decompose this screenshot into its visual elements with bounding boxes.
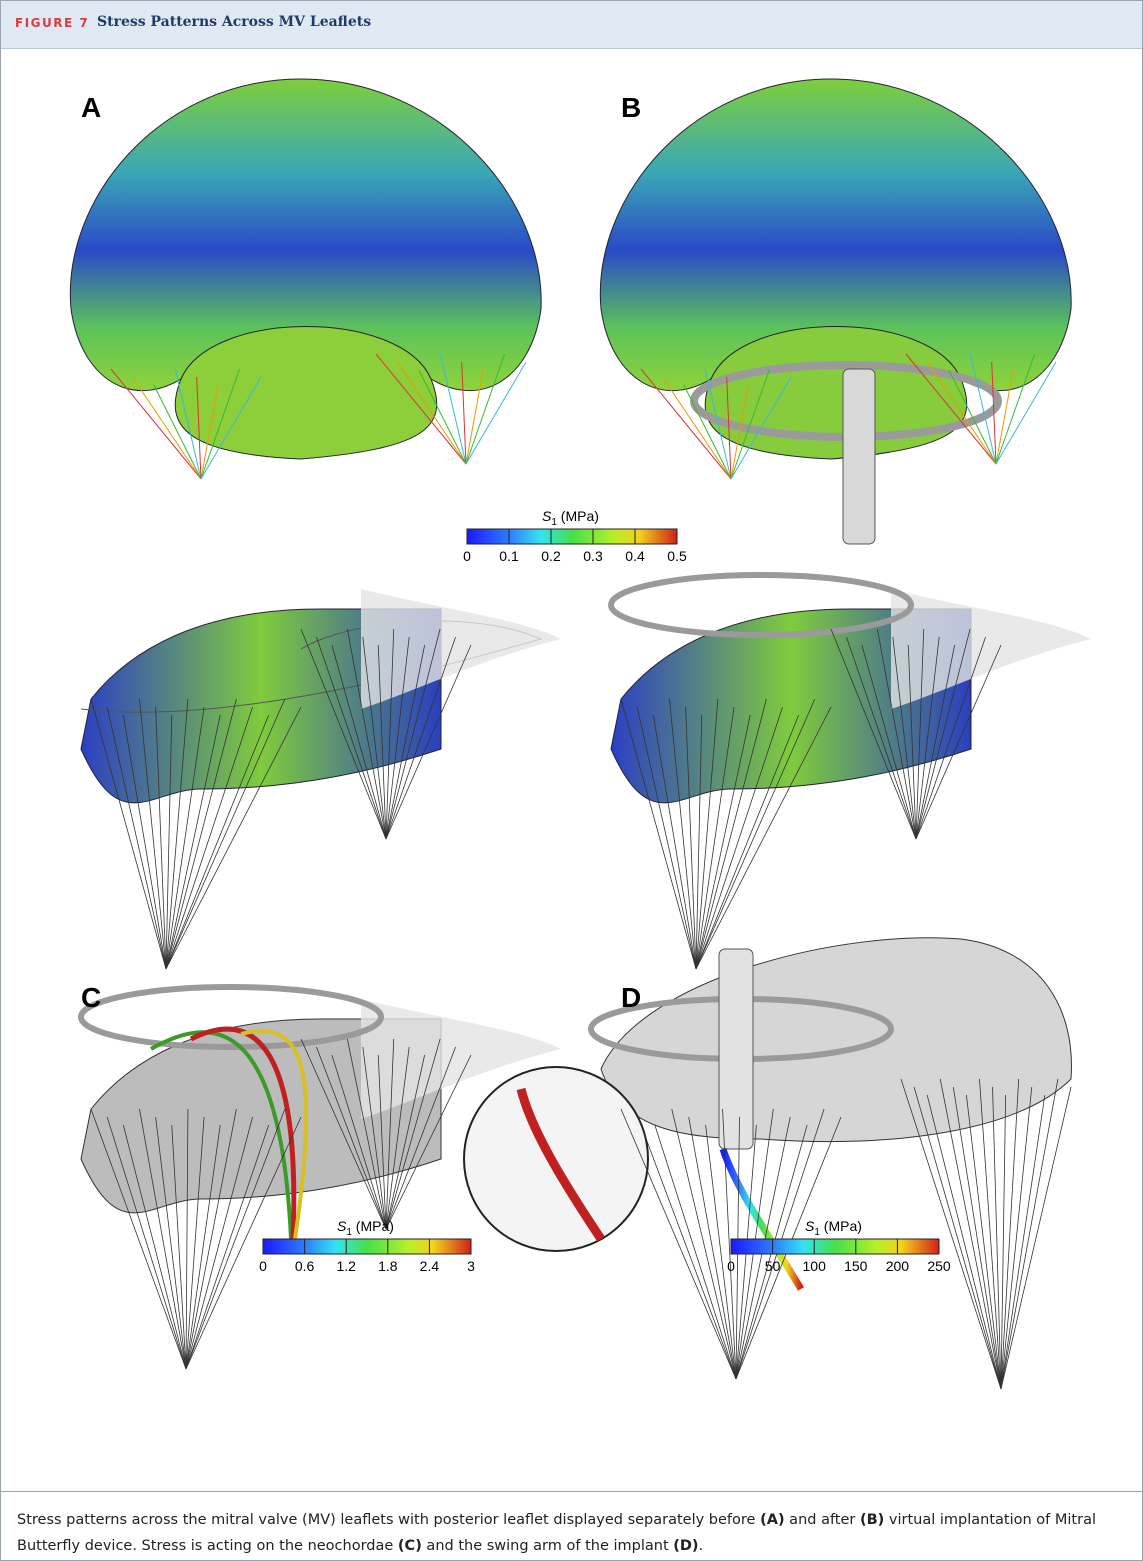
colorbar-tick-label: 0 xyxy=(727,1258,735,1274)
colorbar-tick-label: 200 xyxy=(886,1258,910,1274)
colorbar-title: S1 (MPa) xyxy=(542,508,599,528)
caption: Stress patterns across the mitral valve … xyxy=(17,1507,1117,1559)
colorbar-tick-label: 3 xyxy=(467,1258,475,1274)
colorbar-title: S1 (MPa) xyxy=(805,1218,862,1238)
caption-ref: (A) xyxy=(760,1512,784,1528)
leaflet-ghost xyxy=(891,589,1091,709)
panel-label: B xyxy=(621,92,641,123)
device-arm xyxy=(843,369,875,544)
caption-text: and after xyxy=(785,1512,860,1528)
colorbar-unit: (MPa) xyxy=(820,1218,862,1234)
colorbar-tick-label: 0.1 xyxy=(499,548,519,564)
figure-header: FIGURE 7 Stress Patterns Across MV Leafl… xyxy=(1,1,1142,49)
colorbar-tick-label: 150 xyxy=(844,1258,868,1274)
colorbar-tick-label: 0.4 xyxy=(625,548,645,564)
colorbar-tick-label: 250 xyxy=(927,1258,951,1274)
colorbar-tick-label: 0.3 xyxy=(583,548,603,564)
colorbar-tick-label: 0.6 xyxy=(295,1258,315,1274)
colorbar-tick-label: 0 xyxy=(463,548,471,564)
chorda xyxy=(638,1117,736,1379)
panel-label: C xyxy=(81,982,101,1013)
leaflet-ghost xyxy=(361,589,561,709)
colorbar-tick-label: 0.5 xyxy=(667,548,687,564)
caption-text: and the swing arm of the implant xyxy=(422,1538,673,1554)
colorbar xyxy=(467,529,677,544)
device-arm xyxy=(719,949,753,1149)
colorbar-tick-label: 2.4 xyxy=(420,1258,440,1274)
renderings xyxy=(70,79,1091,1389)
colorbar xyxy=(731,1239,939,1254)
leaflet-mesh xyxy=(601,938,1071,1142)
colorbar-tick-label: 1.8 xyxy=(378,1258,398,1274)
colorbar-tick-label: 0.2 xyxy=(541,548,561,564)
caption-text: . xyxy=(699,1538,704,1554)
colorbar-tick-label: 50 xyxy=(765,1258,781,1274)
colorbar-unit: (MPa) xyxy=(352,1218,394,1234)
colorbar-title: S1 (MPa) xyxy=(337,1218,394,1238)
figure-frame: FIGURE 7 Stress Patterns Across MV Leafl… xyxy=(0,0,1143,1561)
chorda xyxy=(1001,1087,1032,1389)
chorda xyxy=(1001,1095,1045,1389)
figure-label: FIGURE 7 xyxy=(15,16,89,30)
chorda xyxy=(1001,1087,1071,1389)
colorbar-unit: (MPa) xyxy=(557,508,599,524)
figure-title: Stress Patterns Across MV Leaflets xyxy=(97,14,371,30)
caption-ref: (B) xyxy=(860,1512,884,1528)
colorbar-tick-label: 100 xyxy=(803,1258,827,1274)
colorbar-tick-label: 0 xyxy=(259,1258,267,1274)
caption-text: Stress patterns across the mitral valve … xyxy=(17,1512,760,1528)
chorda xyxy=(621,1109,736,1379)
colorbar xyxy=(263,1239,471,1254)
colorbar-tick-label: 1.2 xyxy=(336,1258,356,1274)
panel-label: D xyxy=(621,982,641,1013)
caption-ref: (D) xyxy=(673,1538,698,1554)
caption-ref: (C) xyxy=(398,1538,422,1554)
posterior-leaflet xyxy=(175,327,436,460)
panel-label: A xyxy=(81,92,101,123)
chorda xyxy=(914,1087,1001,1389)
chorda xyxy=(655,1125,736,1379)
caption-rule xyxy=(1,1491,1142,1492)
figure-panels: A B C D S1 (MPa) 0 0.1 0.2 0.3 0.4 0.5 S1 (MPa)… xyxy=(1,49,1142,1489)
